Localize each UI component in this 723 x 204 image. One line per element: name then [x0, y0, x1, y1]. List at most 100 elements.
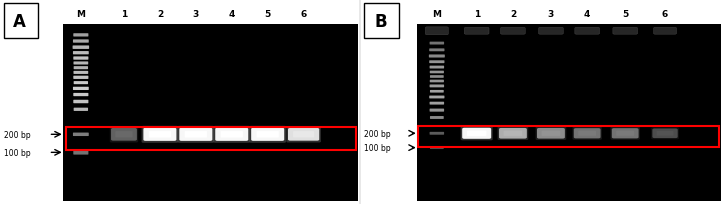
Text: 200 bp: 200 bp	[364, 129, 391, 138]
FancyBboxPatch shape	[73, 34, 88, 37]
Text: B: B	[375, 12, 387, 30]
Bar	[364, 4, 399, 39]
FancyBboxPatch shape	[575, 28, 599, 35]
Bar	[66, 128, 356, 150]
FancyBboxPatch shape	[73, 52, 89, 55]
FancyBboxPatch shape	[542, 131, 560, 136]
FancyBboxPatch shape	[613, 28, 638, 35]
FancyBboxPatch shape	[425, 28, 448, 35]
Text: 2: 2	[157, 10, 163, 19]
FancyBboxPatch shape	[504, 131, 522, 136]
Text: 1: 1	[474, 10, 480, 19]
FancyBboxPatch shape	[429, 42, 444, 45]
Text: 1: 1	[121, 10, 127, 19]
FancyBboxPatch shape	[74, 108, 88, 111]
FancyBboxPatch shape	[536, 127, 566, 140]
FancyBboxPatch shape	[578, 131, 596, 136]
Text: M: M	[77, 10, 85, 19]
Text: 200 bp: 200 bp	[4, 130, 30, 139]
FancyBboxPatch shape	[74, 82, 88, 85]
FancyBboxPatch shape	[249, 126, 286, 143]
Text: 6: 6	[662, 10, 668, 19]
Text: 5: 5	[622, 10, 628, 19]
FancyBboxPatch shape	[429, 80, 444, 83]
FancyBboxPatch shape	[429, 102, 444, 105]
FancyBboxPatch shape	[179, 128, 213, 141]
Text: 100 bp: 100 bp	[364, 143, 391, 152]
FancyBboxPatch shape	[142, 126, 179, 143]
FancyBboxPatch shape	[73, 87, 89, 91]
FancyBboxPatch shape	[72, 46, 89, 50]
Text: 2: 2	[510, 10, 516, 19]
FancyBboxPatch shape	[461, 127, 492, 141]
FancyBboxPatch shape	[539, 28, 563, 35]
FancyBboxPatch shape	[288, 128, 320, 141]
FancyBboxPatch shape	[184, 131, 207, 138]
FancyBboxPatch shape	[573, 127, 602, 140]
Bar	[418, 126, 719, 147]
FancyBboxPatch shape	[73, 40, 89, 43]
FancyBboxPatch shape	[73, 150, 88, 155]
FancyBboxPatch shape	[429, 96, 445, 99]
FancyBboxPatch shape	[462, 128, 491, 139]
FancyBboxPatch shape	[143, 128, 176, 141]
FancyBboxPatch shape	[574, 129, 601, 139]
FancyBboxPatch shape	[497, 127, 529, 140]
FancyBboxPatch shape	[464, 28, 489, 35]
Bar	[63, 24, 358, 201]
Text: 3: 3	[548, 10, 554, 19]
FancyBboxPatch shape	[251, 128, 284, 141]
FancyBboxPatch shape	[654, 28, 677, 35]
FancyBboxPatch shape	[293, 132, 315, 138]
FancyBboxPatch shape	[257, 131, 279, 138]
FancyBboxPatch shape	[221, 131, 243, 138]
FancyBboxPatch shape	[73, 57, 88, 60]
FancyBboxPatch shape	[429, 132, 444, 135]
Text: 3: 3	[193, 10, 199, 19]
Text: 4: 4	[228, 10, 235, 19]
Text: 6: 6	[301, 10, 307, 19]
FancyBboxPatch shape	[429, 49, 445, 52]
FancyBboxPatch shape	[430, 76, 444, 78]
Text: M: M	[432, 10, 441, 19]
FancyBboxPatch shape	[429, 85, 444, 88]
FancyBboxPatch shape	[429, 71, 444, 74]
FancyBboxPatch shape	[652, 129, 677, 139]
FancyBboxPatch shape	[429, 66, 444, 69]
FancyBboxPatch shape	[73, 100, 88, 104]
FancyBboxPatch shape	[213, 126, 250, 143]
FancyBboxPatch shape	[73, 93, 88, 97]
FancyBboxPatch shape	[429, 61, 445, 64]
FancyBboxPatch shape	[178, 126, 214, 143]
Bar	[4, 4, 38, 39]
Text: 100 bp: 100 bp	[4, 148, 30, 157]
FancyBboxPatch shape	[74, 72, 88, 74]
Text: 5: 5	[265, 10, 271, 19]
FancyBboxPatch shape	[73, 133, 89, 136]
Bar	[417, 24, 721, 201]
FancyBboxPatch shape	[612, 129, 638, 139]
FancyBboxPatch shape	[74, 62, 88, 65]
FancyBboxPatch shape	[111, 128, 137, 141]
FancyBboxPatch shape	[610, 127, 640, 140]
FancyBboxPatch shape	[286, 126, 321, 143]
FancyBboxPatch shape	[149, 131, 171, 138]
FancyBboxPatch shape	[74, 67, 88, 70]
FancyBboxPatch shape	[116, 132, 132, 138]
FancyBboxPatch shape	[656, 131, 674, 136]
FancyBboxPatch shape	[467, 131, 487, 136]
FancyBboxPatch shape	[73, 76, 88, 80]
FancyBboxPatch shape	[500, 28, 525, 35]
FancyBboxPatch shape	[499, 128, 527, 139]
FancyBboxPatch shape	[537, 128, 565, 139]
FancyBboxPatch shape	[430, 91, 444, 93]
FancyBboxPatch shape	[110, 126, 138, 143]
Text: A: A	[13, 12, 26, 30]
FancyBboxPatch shape	[616, 131, 634, 136]
FancyBboxPatch shape	[430, 146, 444, 149]
FancyBboxPatch shape	[429, 109, 444, 112]
FancyBboxPatch shape	[430, 116, 444, 119]
Text: 4: 4	[584, 10, 591, 19]
FancyBboxPatch shape	[429, 55, 445, 58]
FancyBboxPatch shape	[215, 128, 248, 141]
